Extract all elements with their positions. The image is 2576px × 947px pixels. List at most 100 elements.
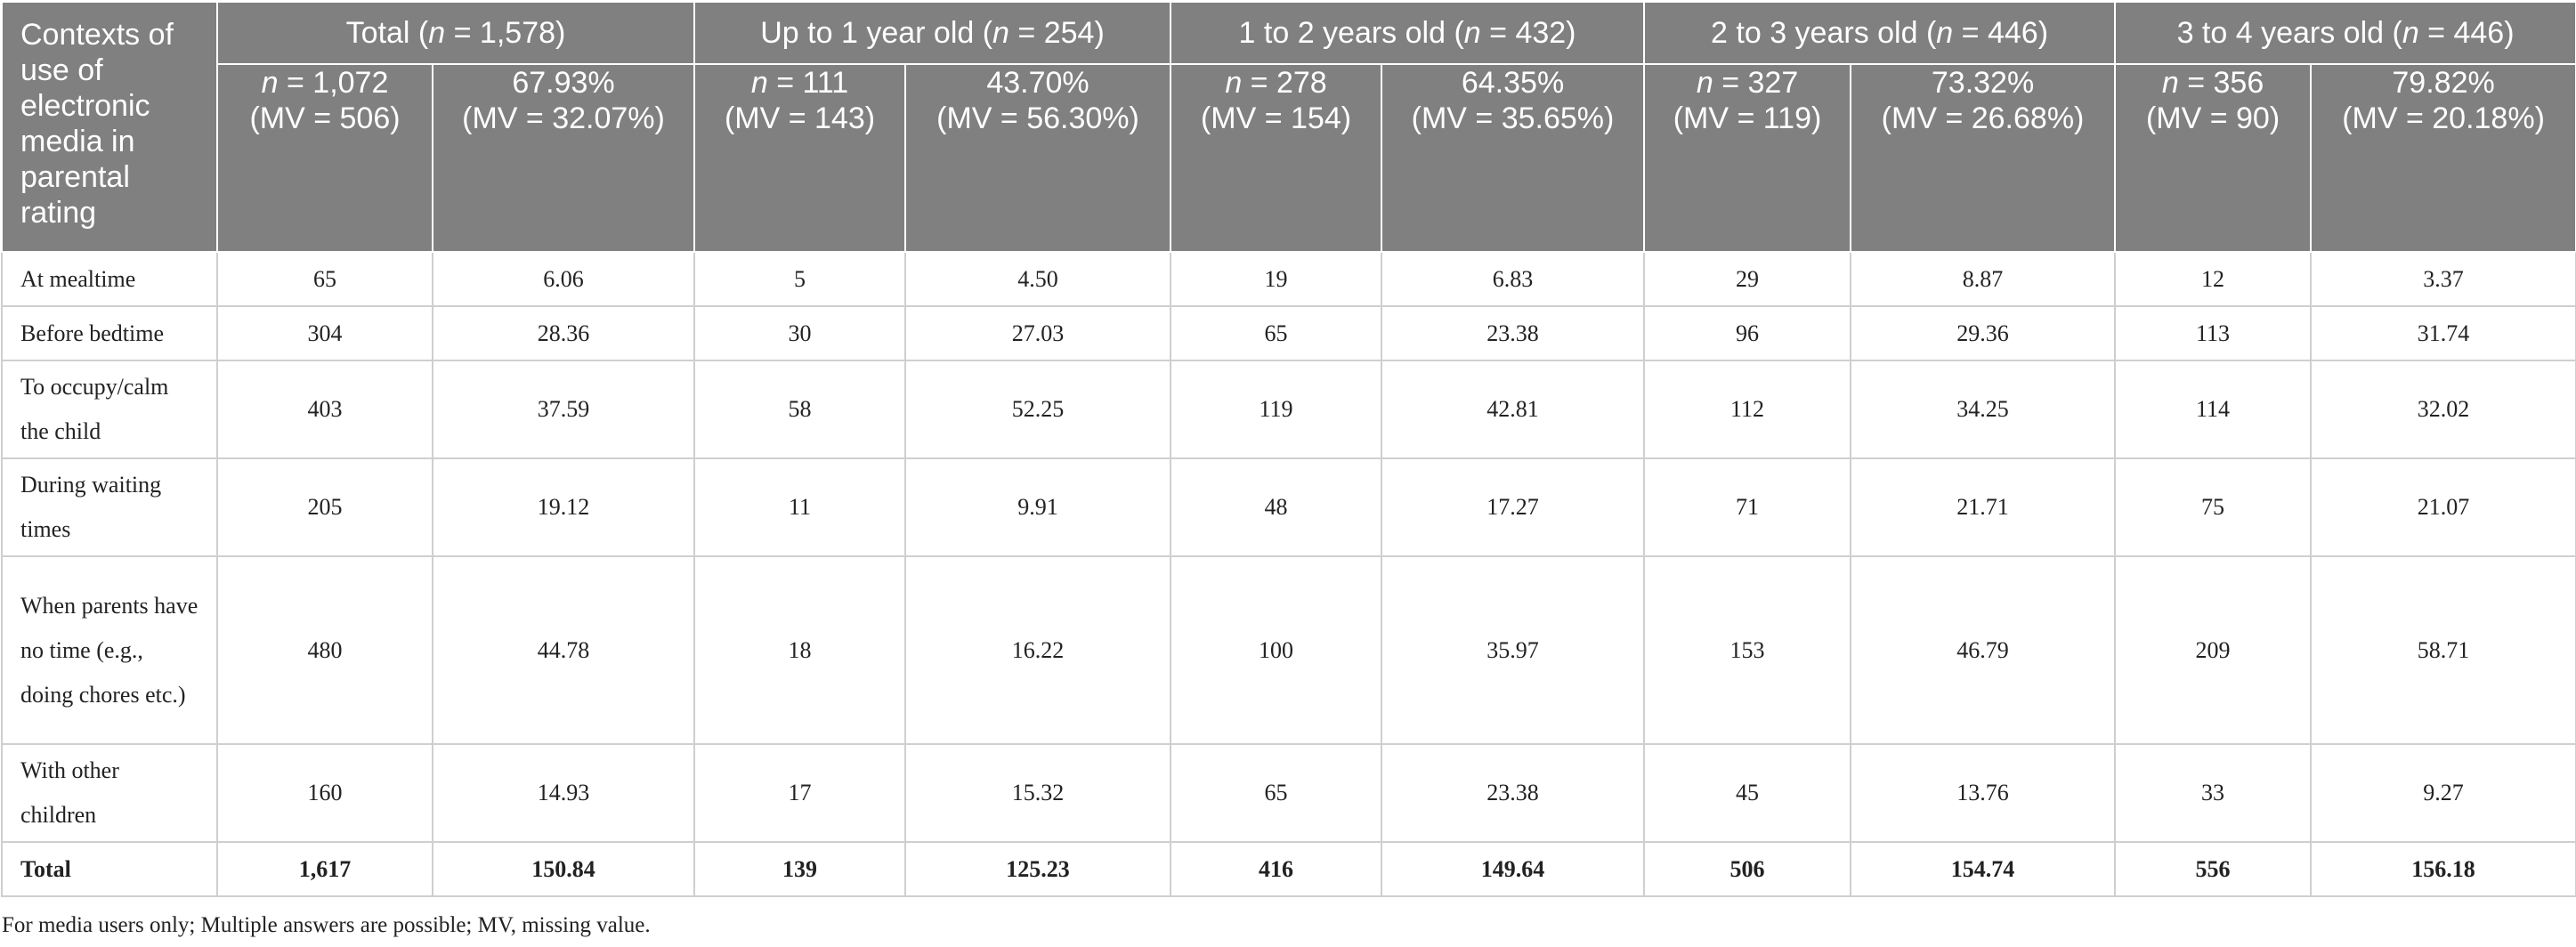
table-cell: 21.07 xyxy=(2310,457,2576,557)
subheader-cell: 79.82% (MV = 20.18%) xyxy=(2310,63,2576,253)
table-cell: 42.81 xyxy=(1381,360,1646,459)
subheader-line2: (MV = 143) xyxy=(724,101,876,135)
table-cell: 113 xyxy=(2114,305,2313,361)
table-cell: 12 xyxy=(2114,251,2313,307)
group-header-1-to-2: 1 to 2 years old (n = 432) xyxy=(1170,1,1646,65)
table-row: Total 1,617 150.84 139 125.23 416 149.64 506 154… xyxy=(1,841,2576,897)
table-cell: 48 xyxy=(1170,457,1383,557)
row-label: When parents have no time (e.g., doing c… xyxy=(1,555,218,745)
table-cell: 96 xyxy=(1643,305,1852,361)
table-cell: 31.74 xyxy=(2310,305,2576,361)
subheader-cell: n = 1,072 (MV = 506) xyxy=(216,63,433,253)
subheader-cell: 73.32% (MV = 26.68%) xyxy=(1850,63,2117,253)
table-cell: 44.78 xyxy=(431,555,696,745)
table-cell: 14.93 xyxy=(431,743,696,843)
table-cell: 114 xyxy=(2114,360,2313,459)
table-cell: 154.74 xyxy=(1850,841,2117,897)
subheader-line2: (MV = 32.07%) xyxy=(462,101,665,135)
subheader-cell: 67.93% (MV = 32.07%) xyxy=(431,63,696,253)
table-cell: 28.36 xyxy=(431,305,696,361)
table-cell: 1,617 xyxy=(216,841,433,897)
table-cell: 34.25 xyxy=(1850,360,2117,459)
table-cell: 205 xyxy=(216,457,433,557)
table-cell: 3.37 xyxy=(2310,251,2576,307)
subheader-line2: (MV = 20.18%) xyxy=(2342,101,2545,135)
table-cell: 58 xyxy=(693,360,907,459)
row-label: During waiting times xyxy=(1,457,218,557)
subheader-line1: n = 1,072 xyxy=(261,66,389,100)
table-cell: 27.03 xyxy=(904,305,1172,361)
table-cell: 17.27 xyxy=(1381,457,1646,557)
table-cell: 21.71 xyxy=(1850,457,2117,557)
table-cell: 150.84 xyxy=(431,841,696,897)
table-cell: 112 xyxy=(1643,360,1852,459)
subheader-line2: (MV = 506) xyxy=(249,101,401,135)
row-label: At mealtime xyxy=(1,251,218,307)
table-cell: 19 xyxy=(1170,251,1383,307)
subheader-cell: n = 278 (MV = 154) xyxy=(1170,63,1383,253)
footnote: For media users only; Multiple answers a… xyxy=(2,913,651,937)
row-label: To occupy/calm the child xyxy=(1,360,218,459)
table-cell: 29 xyxy=(1643,251,1852,307)
subheader-line1: 67.93% xyxy=(512,66,615,100)
table-cell: 23.38 xyxy=(1381,305,1646,361)
row-label: Before bedtime xyxy=(1,305,218,361)
subheader-line1: 64.35% xyxy=(1461,66,1565,100)
table-cell: 9.27 xyxy=(2310,743,2576,843)
table-cell: 209 xyxy=(2114,555,2313,745)
table-cell: 23.38 xyxy=(1381,743,1646,843)
row-label: With other children xyxy=(1,743,218,843)
subheader-cell: n = 356 (MV = 90) xyxy=(2114,63,2313,253)
table-cell: 52.25 xyxy=(904,360,1172,459)
table-cell: 416 xyxy=(1170,841,1383,897)
table-cell: 15.32 xyxy=(904,743,1172,843)
table-row: With other children 160 14.93 17 15.32 65 23.3… xyxy=(1,743,2576,843)
subheader-line2: (MV = 119) xyxy=(1673,101,1822,135)
group-header-up-to-1: Up to 1 year old (n = 254) xyxy=(693,1,1172,65)
table-cell: 29.36 xyxy=(1850,305,2117,361)
table-cell: 35.97 xyxy=(1381,555,1646,745)
table-cell: 37.59 xyxy=(431,360,696,459)
subheader-line1: 73.32% xyxy=(1931,66,2035,100)
table-cell: 30 xyxy=(693,305,907,361)
table-cell: 556 xyxy=(2114,841,2313,897)
group-header-row: Contexts of use of electronic media in p… xyxy=(1,1,2576,253)
subheader-line2: (MV = 154) xyxy=(1200,101,1352,135)
subheader-line1: 43.70% xyxy=(986,66,1090,100)
table-cell: 11 xyxy=(693,457,907,557)
table-cell: 119 xyxy=(1170,360,1383,459)
table-cell: 100 xyxy=(1170,555,1383,745)
table-cell: 6.06 xyxy=(431,251,696,307)
table-cell: 9.91 xyxy=(904,457,1172,557)
table-cell: 33 xyxy=(2114,743,2313,843)
table-cell: 65 xyxy=(1170,305,1383,361)
table-row: At mealtime 65 6.06 5 4.50 19 6.83 29 8.87 12 3.37 xyxy=(1,251,2576,307)
table-cell: 16.22 xyxy=(904,555,1172,745)
group-header-2-to-3: 2 to 3 years old (n = 446) xyxy=(1643,1,2117,65)
group-header-total: Total (n = 1,578) xyxy=(215,1,696,65)
table-cell: 45 xyxy=(1643,743,1852,843)
table-cell: 13.76 xyxy=(1850,743,2117,843)
table-row: Before bedtime 304 28.36 30 27.03 65 23.38 96 29… xyxy=(1,305,2576,361)
subheader-line1: 79.82% xyxy=(2392,66,2495,100)
table-cell: 17 xyxy=(693,743,907,843)
table-cell: 6.83 xyxy=(1381,251,1646,307)
data-table: Contexts of use of electronic media in p… xyxy=(1,1,2576,897)
table-cell: 19.12 xyxy=(431,457,696,557)
row-label: Total xyxy=(1,841,218,897)
table-cell: 160 xyxy=(216,743,433,843)
subheader-cell: 43.70% (MV = 56.30%) xyxy=(904,63,1172,253)
table-cell: 5 xyxy=(693,251,907,307)
table-row: During waiting times 205 19.12 11 9.91 48 17.2… xyxy=(1,457,2576,557)
corner-header: Contexts of use of electronic media in p… xyxy=(1,1,218,253)
subheader-cell: n = 327 (MV = 119) xyxy=(1643,63,1852,253)
table-cell: 403 xyxy=(216,360,433,459)
table-cell: 153 xyxy=(1643,555,1852,745)
subheader-line2: (MV = 35.65%) xyxy=(1411,101,1615,135)
table-cell: 65 xyxy=(1170,743,1383,843)
table-cell: 32.02 xyxy=(2310,360,2576,459)
subheader-line1: n = 278 xyxy=(1225,66,1327,100)
subheader-cell: n = 111 (MV = 143) xyxy=(693,63,907,253)
table-cell: 8.87 xyxy=(1850,251,2117,307)
table-cell: 149.64 xyxy=(1381,841,1646,897)
